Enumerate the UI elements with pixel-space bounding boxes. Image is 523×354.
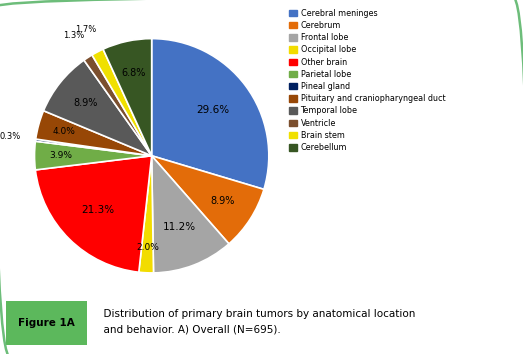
Text: 29.6%: 29.6% <box>196 105 229 115</box>
FancyBboxPatch shape <box>6 301 87 345</box>
Wedge shape <box>139 156 154 273</box>
Text: Figure 1A: Figure 1A <box>18 318 75 328</box>
Text: 8.9%: 8.9% <box>74 98 98 108</box>
Text: 2.0%: 2.0% <box>136 242 159 252</box>
Wedge shape <box>152 39 269 189</box>
Text: 4.0%: 4.0% <box>52 127 75 136</box>
Text: 6.8%: 6.8% <box>121 68 146 78</box>
Wedge shape <box>152 156 264 244</box>
Text: 1.3%: 1.3% <box>63 32 85 40</box>
Wedge shape <box>36 139 152 156</box>
Wedge shape <box>103 39 152 156</box>
Text: 21.3%: 21.3% <box>82 205 115 215</box>
Wedge shape <box>43 60 152 156</box>
Legend: Cerebral meninges, Cerebrum, Frontal lobe, Occipital lobe, Other brain, Parietal: Cerebral meninges, Cerebrum, Frontal lob… <box>288 7 447 154</box>
Wedge shape <box>36 111 152 156</box>
Text: 8.9%: 8.9% <box>210 196 235 206</box>
Wedge shape <box>36 156 152 272</box>
Text: Distribution of primary brain tumors by anatomical location
  and behavior. A) O: Distribution of primary brain tumors by … <box>97 309 415 334</box>
Text: 3.9%: 3.9% <box>49 151 72 160</box>
Text: 1.7%: 1.7% <box>75 24 96 34</box>
Wedge shape <box>92 49 152 156</box>
Wedge shape <box>84 55 152 156</box>
Text: 11.2%: 11.2% <box>163 222 196 232</box>
Text: 0.3%: 0.3% <box>0 132 20 141</box>
Wedge shape <box>152 156 229 273</box>
Wedge shape <box>35 141 152 170</box>
